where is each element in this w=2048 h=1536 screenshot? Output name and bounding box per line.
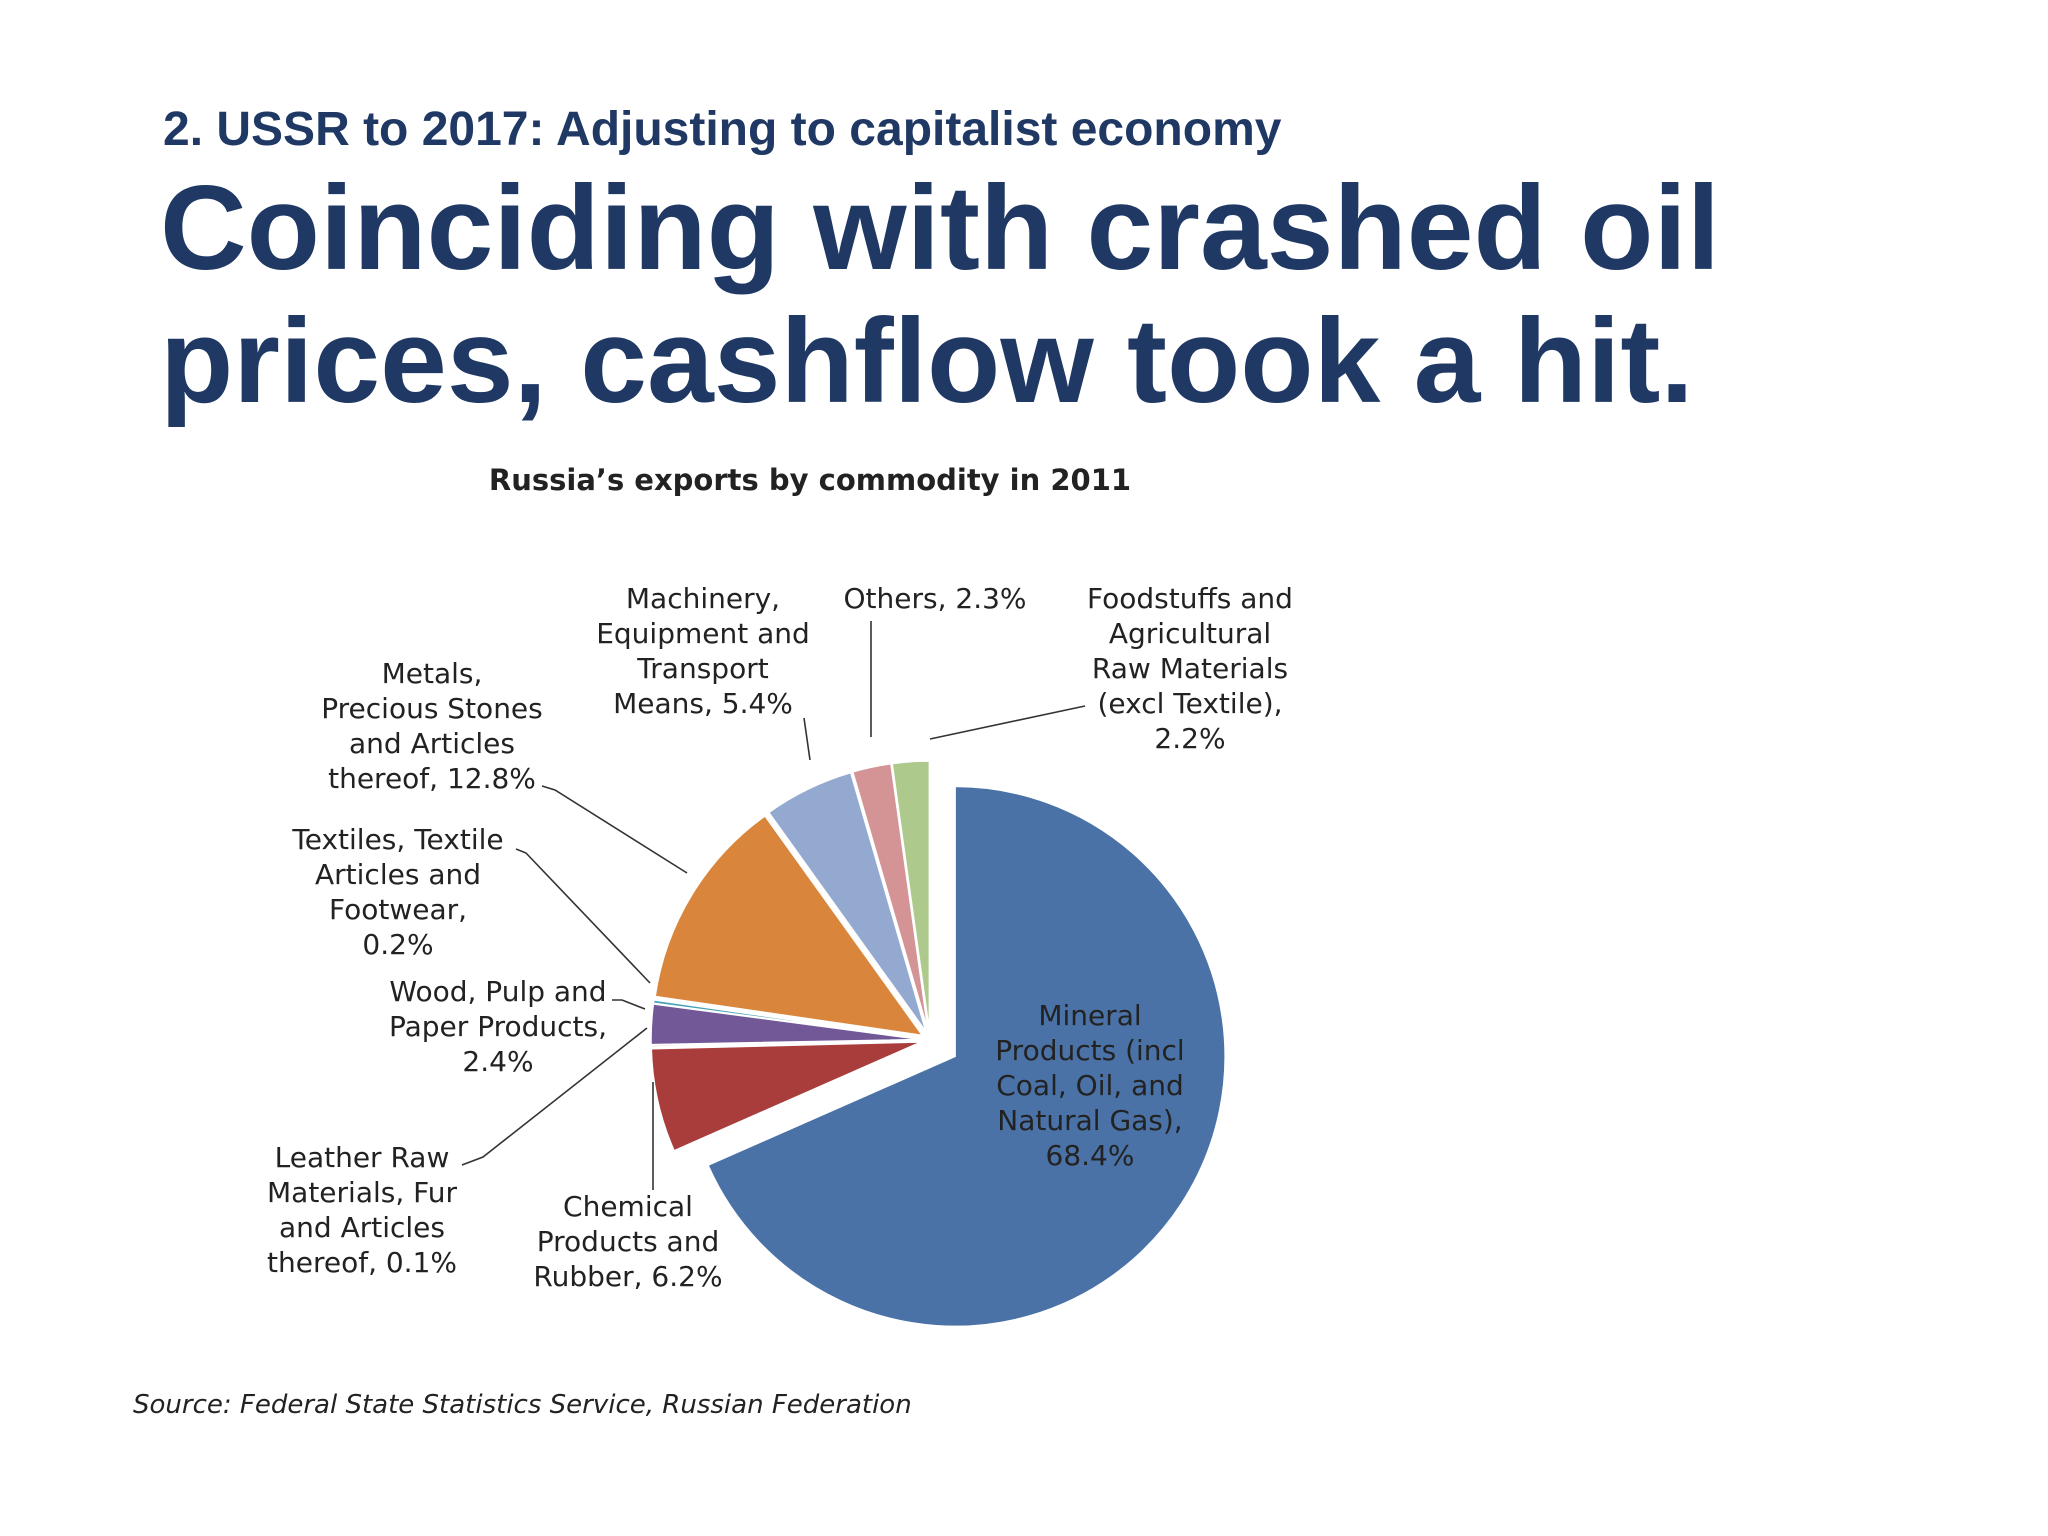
slice-label-line: Mineral [1038, 999, 1141, 1032]
slice-label-line: thereof, 12.8% [328, 762, 536, 795]
slice-label-wood-pulp-and: Wood, Pulp and Paper Products, 2.4% [389, 975, 607, 1078]
pie-slice-machinery [767, 771, 927, 1033]
chart-title: Russia’s exports by commodity in 2011 [488, 463, 1132, 497]
slice-label-line: Machinery, [626, 582, 780, 615]
slice-label-line: Equipment and [596, 617, 810, 650]
slice-label-textiles-textile: Textiles, Textile Articles and Footwear, 0.… [291, 823, 503, 961]
slice-label-line: and Articles [349, 727, 515, 760]
pie-slice-mineral [707, 785, 1226, 1328]
slice-label-line: Rubber, 6.2% [533, 1260, 722, 1293]
slice-label-line: Textiles, Textile [291, 823, 503, 856]
slice-label-line: Metals, [382, 657, 483, 690]
slice-label-line: Products and [537, 1225, 719, 1258]
slice-label-line: Means, 5.4% [613, 687, 793, 720]
slice-label-line: Raw Materials [1092, 652, 1288, 685]
slide-title: Coinciding with crashed oil prices, cash… [160, 161, 1721, 428]
slice-label-line: 68.4% [1046, 1139, 1135, 1172]
leader-line-foodstuffs-and [929, 705, 1086, 740]
slice-label-line: 2.2% [1154, 722, 1225, 755]
slice-label-line: Natural Gas), [997, 1104, 1182, 1137]
slice-label-line: Chemical [563, 1190, 693, 1223]
slice-label-line: Articles and [315, 858, 481, 891]
slice-label-line: Footwear, [329, 893, 467, 926]
slice-label-line: and Articles [279, 1211, 445, 1244]
slice-label-line: Coal, Oil, and [996, 1069, 1184, 1102]
slice-label-line: Materials, Fur [267, 1176, 457, 1209]
slice-label-line: Wood, Pulp and [389, 975, 606, 1008]
slice-label-line: Transport [636, 652, 768, 685]
pie-slice-metals [654, 814, 924, 1037]
slice-label-line: 0.2% [362, 928, 433, 961]
slice-label-line: 2.4% [462, 1045, 533, 1078]
pie-slice-foodstuffs-and [891, 760, 931, 1032]
slice-label-line: Precious Stones [321, 692, 543, 725]
slice-label-others-2-3: Others, 2.3% [843, 582, 1026, 615]
slice-label-line: Agricultural [1109, 617, 1271, 650]
source-note: Source: Federal State Statistics Service… [133, 1390, 912, 1420]
slice-label-line: (excl Textile), [1097, 687, 1282, 720]
leader-line-wood-pulp-and [612, 999, 646, 1010]
leader-line-textiles-textile [515, 848, 651, 984]
slice-label-foodstuffs-and: Foodstuffs and Agricultural Raw Materials(… [1087, 582, 1293, 755]
pie-slice-chemical [650, 1041, 922, 1152]
slice-label-chemical: Chemical Products and Rubber, 6.2% [533, 1190, 722, 1293]
slice-label-leather-raw: Leather Raw Materials, Fur and Articles the… [267, 1141, 457, 1279]
pie-slice-others-2-3 [851, 762, 929, 1032]
slice-label-line: Paper Products, [389, 1010, 607, 1043]
slice-label-machinery: Machinery, Equipment and Transport Means, 5… [596, 582, 810, 720]
leader-line-metals [541, 785, 688, 874]
leader-line-leather-raw [461, 1027, 648, 1166]
leader-line-machinery [803, 717, 811, 761]
slice-label-line: Products (incl [995, 1034, 1184, 1067]
slice-label-line: Others, 2.3% [843, 582, 1026, 615]
slice-label-line: thereof, 0.1% [267, 1246, 457, 1279]
slice-label-line: Foodstuffs and [1087, 582, 1293, 615]
section-heading: 2. USSR to 2017: Adjusting to capitalist… [163, 103, 1282, 156]
slice-label-line: Leather Raw [275, 1141, 450, 1174]
pie-slice-textiles-textile [652, 999, 922, 1040]
slice-label-mineral: Mineral Products (incl Coal, Oil, and Natur… [995, 999, 1184, 1172]
slice-label-metals: Metals, Precious Stones and Articles thereo… [321, 657, 543, 795]
